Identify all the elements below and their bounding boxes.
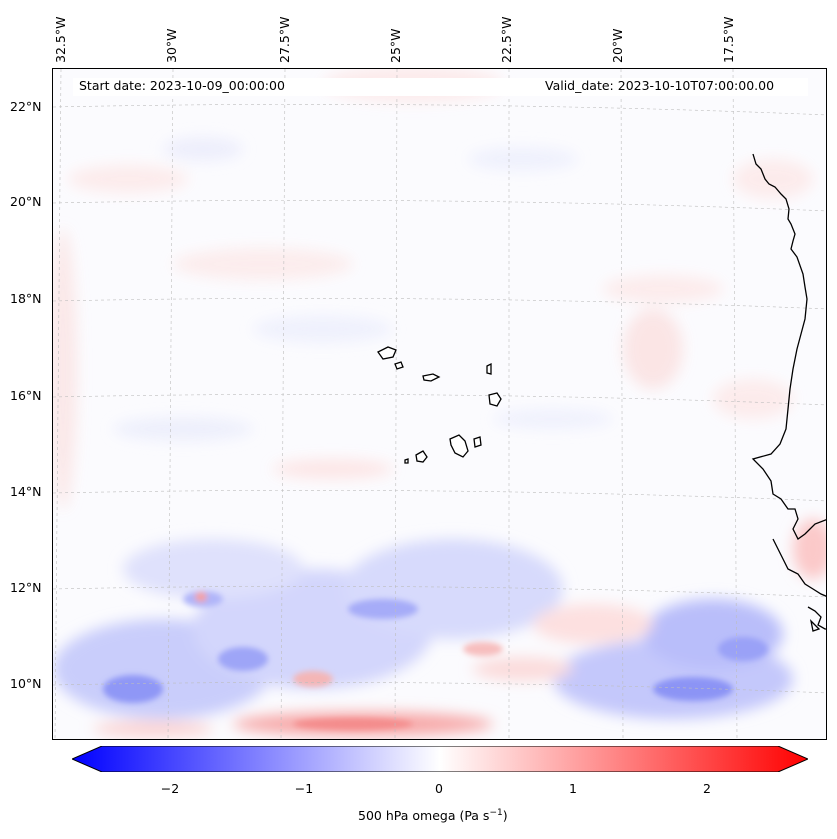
lat-label-16n: 16°N	[10, 388, 42, 403]
colorbar-label-end: )	[502, 808, 508, 824]
colorbar-label: 500 hPa omega (Pa s−1)	[358, 808, 508, 823]
colorbar-tick-neg2: −2	[160, 781, 180, 796]
colorbar-label-exponent: −1	[489, 808, 503, 818]
omega-field	[53, 69, 826, 739]
lat-label-22n: 22°N	[10, 99, 42, 114]
colorbar-tick-neg1: −1	[294, 781, 314, 796]
info-bar	[73, 78, 808, 96]
africa-coastline	[751, 153, 826, 632]
colorbar-label-text: 500 hPa omega (Pa s	[358, 808, 490, 824]
valid-date-label: Valid_date: 2023-10-10T07:00:00.00	[545, 78, 775, 93]
lat-label-12n: 12°N	[10, 580, 42, 595]
colorbar	[72, 746, 808, 772]
colorbar-tick-2: 2	[703, 781, 711, 796]
lon-label-20w: 20°W	[610, 28, 625, 63]
cape-verde-islands	[377, 346, 502, 464]
map-plot-area	[52, 68, 827, 740]
colorbar-tick-0: 0	[435, 781, 443, 796]
lat-label-20n: 20°N	[10, 194, 42, 209]
lon-label-30w: 30°W	[164, 28, 179, 63]
start-date-label: Start date: 2023-10-09_00:00:00	[79, 78, 285, 93]
lon-label-17-5w: 17.5°W	[721, 16, 736, 63]
colorbar-tick-1: 1	[569, 781, 577, 796]
lat-label-18n: 18°N	[10, 291, 42, 306]
lat-label-10n: 10°N	[10, 676, 42, 691]
lon-label-32-5w: 32.5°W	[53, 16, 68, 63]
lon-label-25w: 25°W	[388, 28, 403, 63]
lon-label-27-5w: 27.5°W	[277, 16, 292, 63]
lat-label-14n: 14°N	[10, 484, 42, 499]
lon-label-22-5w: 22.5°W	[499, 16, 514, 63]
